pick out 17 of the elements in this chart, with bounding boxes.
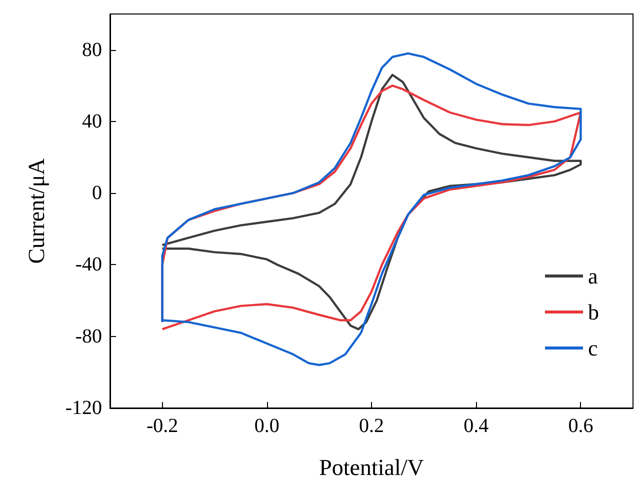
y-tick-label: -120 — [65, 397, 102, 419]
x-axis-title: Potential/V — [319, 455, 424, 480]
x-tick-label: 0.4 — [464, 415, 489, 437]
y-tick-label: -80 — [75, 325, 102, 348]
y-tick-label: -40 — [75, 254, 102, 276]
x-tick-label: -0.2 — [146, 415, 178, 437]
x-tick-label: 0.0 — [254, 415, 280, 437]
y-tick-label: 40 — [82, 110, 102, 132]
legend-label: a — [588, 264, 598, 288]
legend-label: b — [588, 300, 599, 324]
y-axis-title: Current/μA — [24, 158, 49, 264]
x-tick-label: 0.2 — [359, 415, 384, 437]
line-series — [161, 52, 582, 366]
x-tick-label: 0.6 — [568, 415, 594, 437]
y-tick-label: 80 — [82, 38, 102, 61]
y-tick-label: 0 — [92, 182, 102, 204]
legend-label: c — [588, 336, 598, 360]
